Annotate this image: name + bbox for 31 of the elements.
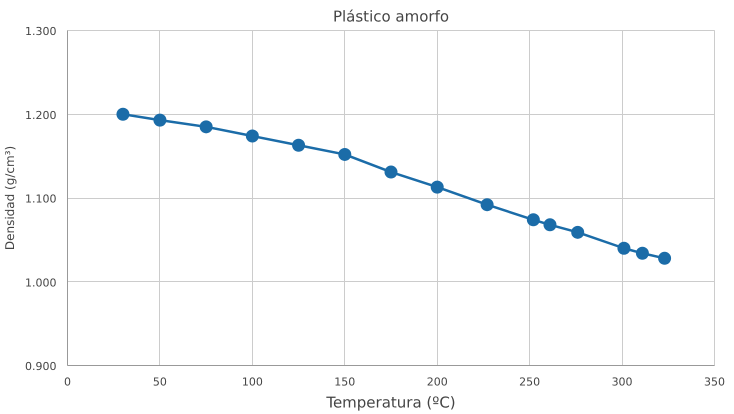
x-tick-label: 50: [152, 376, 167, 388]
x-tick-label: 0: [64, 376, 71, 388]
y-axis-title: Densidad (g/cm³): [3, 146, 18, 250]
x-tick-label: 100: [242, 376, 263, 388]
x-tick-label: 350: [704, 376, 725, 388]
x-tick-label: 250: [519, 376, 540, 388]
y-tick-label: 1.100: [25, 192, 57, 206]
point: [200, 120, 213, 134]
point: [480, 198, 494, 212]
x-tick-label: 300: [612, 376, 633, 388]
point: [384, 166, 398, 179]
point: [246, 130, 259, 143]
point: [116, 108, 130, 121]
point: [430, 180, 444, 194]
y-tick-label: 1.000: [25, 276, 57, 290]
y-tick-label: 1.200: [25, 108, 57, 122]
x-tick-label: 200: [426, 376, 448, 388]
point: [338, 148, 352, 161]
chart-title: Plástico amorfo: [332, 8, 450, 26]
y-tick-label: 1.300: [25, 25, 57, 38]
point: [543, 218, 556, 232]
point: [526, 213, 540, 226]
point: [571, 226, 584, 239]
point: [617, 242, 630, 255]
point: [292, 138, 306, 152]
point: [636, 246, 649, 260]
x-tick-label: 150: [334, 376, 356, 388]
point: [658, 252, 672, 265]
point: [153, 114, 166, 127]
x-axis-title: Temperatura (ºC): [325, 394, 456, 412]
y-tick-label: 0.900: [25, 360, 57, 373]
